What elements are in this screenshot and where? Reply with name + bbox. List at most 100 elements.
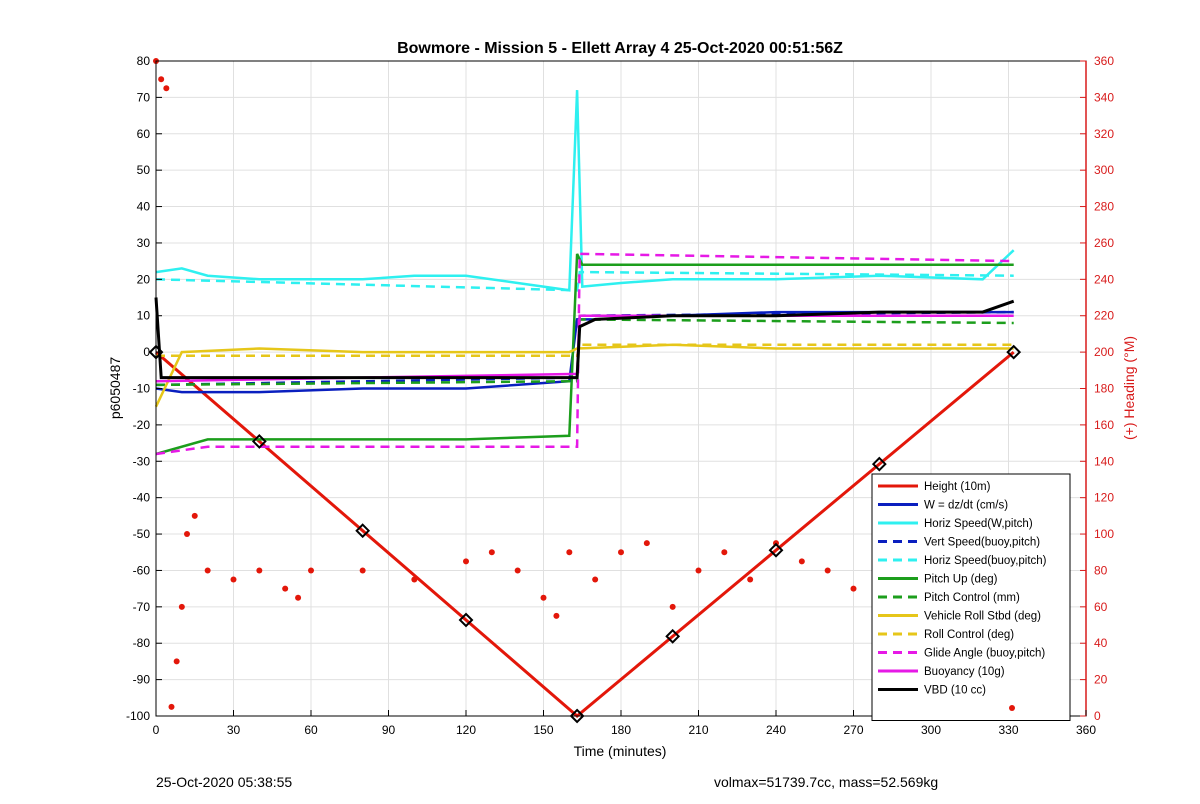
legend-label: W = dz/dt (cm/s) [924, 500, 1008, 512]
legend-label: Glide Angle (buoy,pitch) [924, 648, 1045, 660]
y-tick-label-left: 30 [137, 236, 151, 250]
axes: 0 30 60 90 120 150 180 210 240 270 300 330 360-100-9… [126, 54, 1114, 737]
y-tick-label-left: 10 [137, 309, 151, 323]
heading-point [540, 594, 547, 601]
y-tick-label-right: 80 [1094, 563, 1108, 577]
heading-point [230, 576, 237, 583]
heading-point [824, 567, 831, 574]
height-marker [1006, 344, 1022, 360]
height-marker [458, 612, 474, 628]
series-line [155, 252, 1014, 456]
footer-timestamp: 25-Oct-2020 05:38:55 [156, 774, 293, 790]
heading-point [592, 576, 599, 583]
legend-label: VBD (10 cc) [924, 685, 986, 697]
series-line [155, 90, 1015, 292]
x-tick-label: 120 [456, 723, 476, 737]
x-tick-label: 180 [611, 723, 631, 737]
y-tick-label-left: -10 [133, 382, 151, 396]
y-tick-label-right: 40 [1094, 636, 1108, 650]
y-tick-label-left: -90 [133, 673, 151, 687]
height-marker [569, 708, 585, 724]
legend-label: Vehicle Roll Stbd (deg) [924, 611, 1041, 623]
x-tick-label: 150 [533, 723, 553, 737]
y-tick-label-right: 20 [1094, 673, 1108, 687]
legend-label: Roll Control (deg) [924, 629, 1014, 641]
series-line [154, 297, 1015, 380]
y-tick-label-left: -100 [126, 709, 150, 723]
y-tick-label-left: -40 [133, 491, 151, 505]
series-line [155, 270, 1014, 292]
y-tick-label-right: 140 [1094, 454, 1114, 468]
x-tick-label: 210 [688, 723, 708, 737]
heading-point [798, 558, 805, 565]
y-tick-label-right: 260 [1094, 236, 1114, 250]
heading-point [173, 658, 180, 665]
legend-label: Pitch Up (deg) [924, 574, 998, 586]
heading-point [747, 576, 754, 583]
y-tick-label-left: 80 [137, 54, 151, 68]
heading-point [359, 567, 366, 574]
legend-swatch [1009, 705, 1015, 711]
heading-point [618, 549, 624, 556]
y-tick-label-right: 100 [1094, 527, 1114, 541]
x-tick-label: 0 [153, 723, 160, 737]
heading-point [695, 567, 702, 574]
heading-point [256, 567, 263, 574]
y-tick-label-right: 320 [1094, 127, 1114, 141]
y-tick-label-left: -60 [133, 563, 151, 577]
height-marker [355, 523, 371, 539]
y-tick-label-right: 200 [1094, 345, 1114, 359]
legend-label: Horiz Speed(buoy,pitch) [924, 555, 1047, 567]
heading-point [204, 567, 211, 574]
legend: Height (10m) W = dz/dt (cm/s) Horiz Speed(… [871, 473, 1071, 721]
heading-point [850, 585, 857, 592]
y-tick-label-left: 0 [143, 345, 150, 359]
heading-point [463, 558, 469, 565]
y-tick-label-right: 280 [1094, 200, 1114, 214]
heading-point [282, 585, 289, 592]
height-marker [251, 433, 267, 449]
heading-point [566, 549, 573, 556]
height-marker [768, 542, 784, 558]
y-tick-label-right: 120 [1094, 491, 1114, 505]
x-tick-label: 270 [843, 723, 863, 737]
series-line [155, 253, 1014, 456]
series-line [154, 343, 1014, 408]
y-tick-label-left: 20 [137, 272, 151, 286]
y-tick-label-right: 60 [1094, 600, 1108, 614]
y-tick-label-left: 60 [137, 127, 151, 141]
heading-point [168, 703, 175, 710]
x-tick-label: 240 [766, 723, 786, 737]
heading-point [514, 567, 521, 574]
y-tick-label-right: 300 [1094, 163, 1114, 177]
y-tick-label-right: 160 [1094, 418, 1114, 432]
y-tick-label-left: 50 [137, 163, 151, 177]
heading-point [184, 531, 190, 538]
heading-point [721, 549, 728, 556]
x-tick-label: 360 [1076, 723, 1096, 737]
heading-point [553, 612, 560, 619]
x-tick-label: 90 [382, 723, 396, 737]
y-tick-label-right: 220 [1094, 309, 1114, 323]
legend-label: Buoyancy (10g) [924, 666, 1005, 678]
heading-point [163, 85, 170, 92]
y-tick-label-right: 180 [1094, 382, 1114, 396]
x-tick-label: 330 [998, 723, 1018, 737]
x-tick-label: 30 [227, 723, 241, 737]
y-tick-label-left: 40 [137, 200, 151, 214]
heading-point [158, 76, 165, 83]
y-tick-label-right: 340 [1094, 90, 1114, 104]
y-tick-label-left: -50 [133, 527, 151, 541]
x-axis-label: Time (minutes) [574, 743, 667, 759]
heading-point [669, 603, 676, 610]
heading-point [191, 512, 198, 519]
x-tick-label: 300 [921, 723, 941, 737]
y-tick-label-right: 240 [1094, 272, 1114, 286]
height-marker [871, 456, 887, 472]
chart-title: Bowmore - Mission 5 - Ellett Array 4 25-… [397, 40, 843, 57]
y-tick-label-left: -20 [133, 418, 151, 432]
y-axis-label-right: (+) Heading (°M) [1121, 336, 1137, 440]
heading-point [488, 549, 495, 556]
legend-label: Horiz Speed(W,pitch) [924, 518, 1033, 530]
